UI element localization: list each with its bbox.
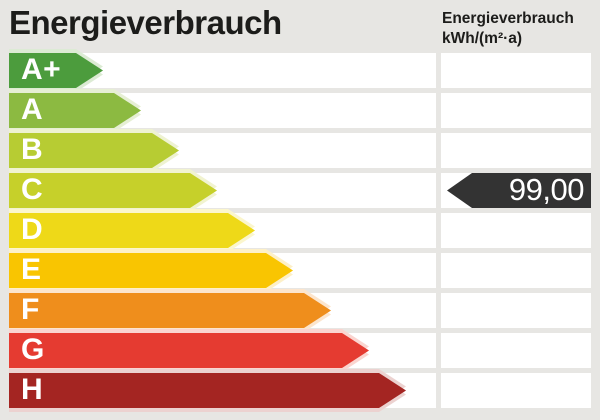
page-title: Energieverbrauch [9,4,282,41]
energy-class-letter: C [21,173,44,206]
scale-row-value-cell [441,133,591,168]
energy-class-letter: A [21,93,44,126]
scale-row: F [0,293,600,328]
energy-class-arrow: G [9,333,369,368]
value-indicator-text: 99,00 [508,172,585,207]
energy-class-letter: E [21,253,42,286]
energy-class-arrow-shape: A+ [9,53,103,88]
energy-class-arrow: F [9,293,331,328]
scale-row: C 99,00 [0,173,600,208]
scale-row-value-cell [441,333,591,368]
energy-class-arrow-shape: A [9,93,141,128]
energy-class-letter: D [21,213,44,246]
energy-class-arrow: E [9,253,293,288]
scale-row-left-cell: B [9,133,436,168]
energy-class-letter: F [21,293,40,326]
scale-row: G [0,333,600,368]
scale-row-value-cell [441,213,591,248]
energy-class-arrow: D [9,213,255,248]
energy-class-arrow-shape: D [9,213,255,248]
scale-row: D [0,213,600,248]
scale-row-left-cell: A [9,93,436,128]
scale-row-value-cell [441,93,591,128]
value-column-header: Energieverbrauch kWh/(m²·a) [442,9,574,49]
scale-row-left-cell: F [9,293,436,328]
energy-class-arrow-shape: B [9,133,179,168]
energy-class-arrow-shape: G [9,333,369,368]
scale-row-left-cell: A+ [9,53,436,88]
energy-class-arrow-shape: E [9,253,293,288]
value-column-unit: kWh/(m²·a) [442,30,523,47]
scale-row-value-cell [441,253,591,288]
scale-row: A [0,93,600,128]
scale-row: E [0,253,600,288]
energy-class-arrow: H [9,373,406,408]
scale-row-value-cell [441,293,591,328]
scale-row-value-cell [441,53,591,88]
scale-row-value-cell: 99,00 [441,173,591,208]
scale-row-left-cell: G [9,333,436,368]
energy-class-arrow: A+ [9,53,103,88]
energy-class-letter: A+ [21,53,62,86]
scale-row-left-cell: C [9,173,436,208]
energy-class-arrow-shape: H [9,373,406,408]
energy-class-arrow: C [9,173,217,208]
scale-row-left-cell: D [9,213,436,248]
scale-row: A+ [0,53,600,88]
scale-row-left-cell: E [9,253,436,288]
scale-rows: A+ A B C [0,53,600,413]
energy-class-arrow: B [9,133,179,168]
energy-class-arrow: A [9,93,141,128]
energy-class-arrow-shape: F [9,293,331,328]
scale-row: H [0,373,600,408]
value-indicator-arrow: 99,00 [447,173,591,208]
scale-row-value-cell [441,373,591,408]
scale-row: B [0,133,600,168]
energy-class-arrow-shape: C [9,173,217,208]
energy-class-letter: B [21,133,44,166]
energy-class-letter: H [21,373,44,406]
value-column-title: Energieverbrauch [442,10,574,27]
energy-class-letter: G [21,333,45,366]
scale-row-left-cell: H [9,373,436,408]
